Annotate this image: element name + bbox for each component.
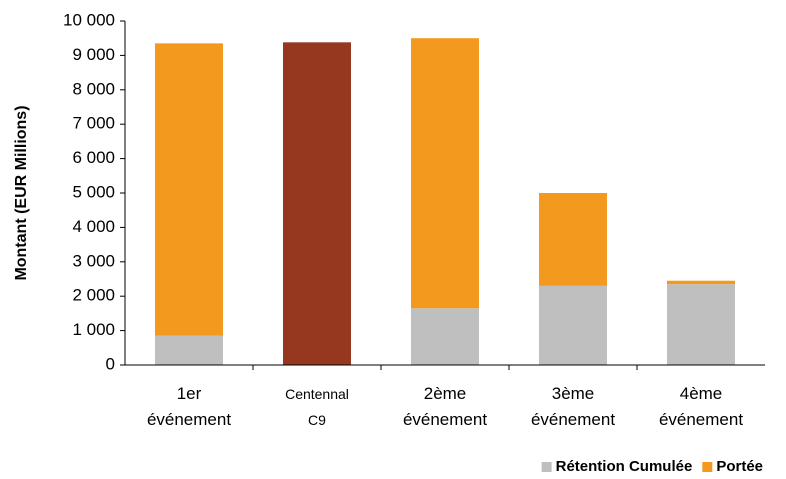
x-tick-line: 2ème — [424, 384, 467, 403]
y-tick-label: 5 000 — [72, 182, 115, 201]
y-tick-label: 8 000 — [72, 79, 115, 98]
bar-segment — [667, 280, 735, 285]
legend-label: Portée — [716, 458, 763, 475]
bar-segment — [411, 308, 479, 365]
legend-label: Rétention Cumulée — [556, 458, 693, 475]
x-tick-line: événement — [531, 410, 615, 429]
x-tick-label: 2ème événement — [403, 384, 487, 429]
y-tick-label: 9 000 — [72, 45, 115, 64]
x-tick-label: 3ème événement — [531, 384, 615, 429]
y-tick-label: 0 — [106, 354, 115, 373]
bar-segment — [539, 193, 607, 286]
bar-segment — [667, 284, 735, 365]
y-tick-label: 3 000 — [72, 251, 115, 270]
y-tick-label: 4 000 — [72, 217, 115, 236]
x-tick-line: Centennal — [285, 386, 349, 402]
legend-swatch — [541, 462, 552, 472]
bar-segment — [155, 335, 223, 365]
x-tick-line: événement — [403, 410, 487, 429]
y-tick-label: 2 000 — [72, 286, 115, 305]
x-tick-line: C9 — [308, 412, 326, 428]
bar-segment — [411, 38, 479, 309]
bar — [283, 42, 351, 365]
bar-segment — [155, 43, 223, 336]
x-tick-line: événement — [147, 410, 231, 429]
x-tick-label: 4ème événement — [659, 384, 743, 429]
x-tick-line: 1er — [177, 384, 202, 403]
x-tick-line: 4ème — [680, 384, 723, 403]
x-tick-label: Centennal C9 — [285, 386, 349, 428]
y-tick-label: 6 000 — [72, 148, 115, 167]
legend-swatch — [702, 462, 713, 472]
y-tick-label: 10 000 — [63, 10, 115, 29]
x-tick-label: 1er événement — [147, 384, 231, 429]
y-tick-label: 1 000 — [72, 320, 115, 339]
y-axis-label: Montant (EUR Millions) — [13, 105, 30, 280]
x-tick-line: 3ème — [552, 384, 595, 403]
x-tick-line: événement — [659, 410, 743, 429]
y-tick-label: 7 000 — [72, 114, 115, 133]
bar-segment — [539, 285, 607, 365]
